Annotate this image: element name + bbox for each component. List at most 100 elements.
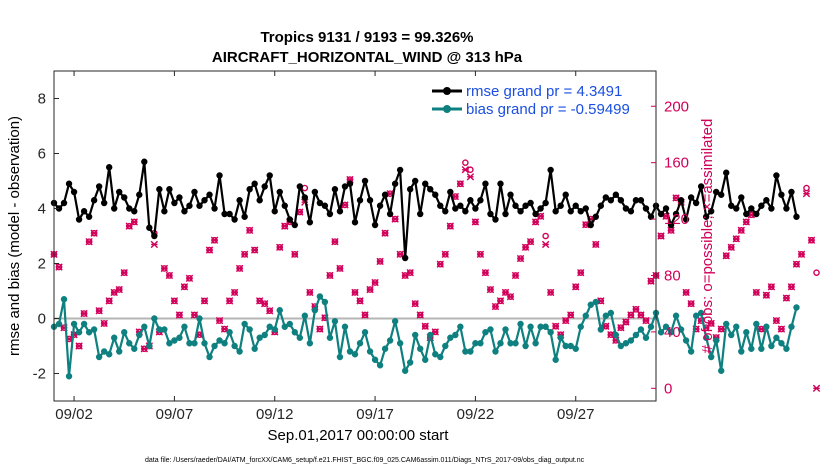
bias-series-point [412,331,419,339]
obs-assimilated-marker [130,218,138,226]
obs-assimilated-marker [361,311,369,319]
footer-data-file: data file: /Users/raeder/DAI/ATM_forcXX/… [145,457,585,464]
bias-series-point [537,323,544,330]
rmse-series-point [331,186,339,193]
chart-subtitle: AIRCRAFT_HORIZONTAL_WIND @ 313 hPa [212,49,523,66]
rmse-series-point [65,180,73,187]
obs-assimilated-marker [366,285,374,294]
obs-assimilated-marker [160,264,169,273]
bias-series-point [105,351,113,358]
rmse-series-point [90,197,98,204]
y2-tick-label: 160 [664,155,689,172]
obs-assimilated-marker [466,173,475,181]
rmse-series-point [778,191,785,198]
obs-assimilated-marker [642,316,650,325]
bias-series-point [206,353,213,361]
obs-assimilated-marker [722,252,730,260]
rmse-series-point [607,197,615,204]
obs-assimilated-marker [787,283,796,291]
rmse-series-point [718,191,725,198]
obs-assimilated-marker [471,218,480,226]
rmse-series-point [381,191,389,198]
bias-series-point [442,342,449,350]
bias-series-point [346,348,354,355]
rmse-series-point [442,208,449,215]
obs-assimilated-marker [210,236,219,244]
bias-series-point [326,334,334,341]
bias-series-point [743,329,750,336]
legend-bias-marker [443,105,451,113]
bias-series-point [577,323,584,330]
rmse-series-point [587,221,594,229]
obs-assimilated-marker [742,218,750,226]
rmse-series-point [457,202,464,209]
rmse-series-point [171,199,178,207]
y2-tick-label: 200 [664,98,689,115]
obs-assimilated-marker [306,288,314,297]
obs-assimilated-marker [486,285,495,294]
rmse-series-point [391,180,399,187]
series-layer [50,158,800,380]
bias-series-point [472,340,479,347]
rmse-series-point [738,194,745,201]
rmse-series-point [692,199,700,207]
rmse-series-point [637,197,645,204]
bias-series-point [682,337,690,344]
bias-series-point [366,348,374,355]
bias-series-point [301,312,309,319]
bias-series-point [497,340,504,347]
obs-assimilated-marker [276,243,284,251]
obs-possible-marker [462,159,469,166]
rmse-series-point [201,197,208,204]
rmse-series-point [427,186,434,193]
rmse-series-point [697,183,705,190]
obs-assimilated-marker [341,201,349,209]
rmse-series-point [216,172,223,179]
x-tick-label: 09/12 [256,406,294,423]
bias-series-point [186,340,193,347]
obs-assimilated-marker [421,322,429,330]
obs-assimilated-marker [406,268,414,277]
bias-series-point [547,329,554,336]
rmse-series-point [231,216,238,223]
bias-series-point [276,307,283,314]
rmse-series-point [306,219,314,226]
rmse-series-point [70,188,78,196]
rmse-series-point [251,180,258,187]
obs-assimilated-marker [551,322,560,330]
rmse-series-point [627,208,635,215]
obs-assimilated-marker [506,292,515,301]
rmse-series-point [55,205,63,212]
rmse-series-point [547,166,554,174]
rmse-series-point [141,158,148,165]
bias-series-point [707,353,715,361]
obs-assimilated-marker [80,309,88,318]
rmse-series-point [221,210,228,218]
rmse-series-point [376,202,384,209]
rmse-series-point [126,205,133,212]
rmse-series-point [156,186,163,193]
obs-assimilated-marker [526,237,535,246]
rmse-series-point [406,186,414,193]
rmse-series-point [462,208,469,215]
rmse-series-point [763,197,770,204]
obs-assimilated-marker [687,299,695,308]
obs-assimilated-marker [371,278,379,287]
y-ticks: -2 0 2 4 6 8 [33,91,59,383]
rmse-series-point [131,208,138,215]
rmse-series-point [422,180,429,187]
obs-assimilated-marker [90,229,98,237]
bias-series-point [432,351,439,358]
rmse-series-point [95,183,103,190]
y-axis-label: rmse and bias (model - observation) [6,116,23,356]
obs-assimilated-marker [381,229,389,237]
obs-assimilated-marker [331,237,339,246]
obs-assimilated-marker [351,288,359,297]
obs-assimilated-marker [792,260,801,268]
rmse-series-point [366,197,374,204]
bias-series-point [356,340,364,347]
obs-assimilated-marker [185,274,194,283]
bias-series-point [95,353,103,361]
obs-assimilated-marker [225,297,234,305]
rmse-series-point [753,210,760,218]
